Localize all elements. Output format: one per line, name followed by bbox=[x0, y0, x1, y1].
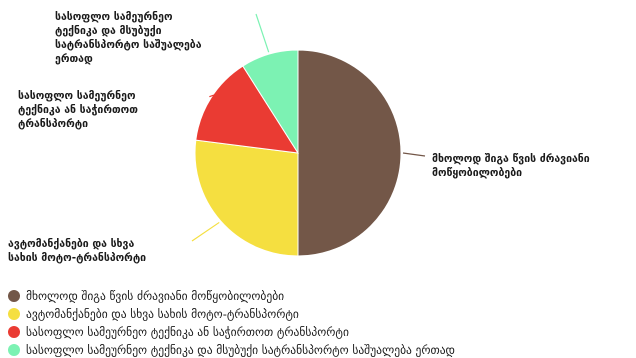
legend-label: მხოლოდ შიგა წვის ძრავიანი მოწყობილობები bbox=[26, 288, 285, 303]
legend-item: სასოფლო სამეურნეო ტექნიკა და მსუბუქი სატ… bbox=[8, 341, 455, 358]
pie-slice bbox=[195, 65, 299, 154]
legend-label: სასოფლო სამეურნეო ტექნიკა ან საჭირთოთ ტრ… bbox=[26, 324, 349, 339]
callout-leader-line bbox=[402, 152, 426, 157]
legend-swatch bbox=[8, 289, 20, 302]
legend-label: სასოფლო სამეურნეო ტექნიკა და მსუბუქი სატ… bbox=[26, 342, 455, 357]
callout-leader-line bbox=[255, 13, 270, 53]
callout-leader-line bbox=[209, 94, 215, 98]
legend-swatch bbox=[8, 325, 20, 338]
legend-label: ავტომანქანები და სხვა სახის მოტო-ტრანსპო… bbox=[26, 306, 299, 321]
pie-slice bbox=[242, 49, 299, 155]
callout-leader-line bbox=[191, 221, 220, 242]
legend-item: ავტომანქანები და სხვა სახის მოტო-ტრანსპო… bbox=[8, 305, 455, 322]
legend: მხოლოდ შიგა წვის ძრავიანი მოწყობილობები … bbox=[8, 287, 455, 358]
slice-callout-label: ავტომანქანები და სხვა სახის მოტო-ტრანსპორ… bbox=[8, 238, 146, 264]
legend-swatch bbox=[8, 307, 20, 320]
pie-slice bbox=[297, 49, 402, 257]
slice-callout-label: სასოფლო სამეურნეო ტექნიკა და მსუბუქი სატრა… bbox=[55, 11, 202, 65]
pie-slice bbox=[194, 139, 299, 257]
legend-item: სასოფლო სამეურნეო ტექნიკა ან საჭირთოთ ტრ… bbox=[8, 323, 455, 340]
slice-callout-label: მხოლოდ შიგა წვის ძრავიანი მოწყობილობები bbox=[432, 153, 590, 179]
slice-callout-label: სასოფლო სამეურნეო ტექნიკა ან საჭირთოთ ტრან… bbox=[18, 90, 138, 130]
legend-item: მხოლოდ შიგა წვის ძრავიანი მოწყობილობები bbox=[8, 287, 455, 304]
legend-swatch bbox=[8, 343, 20, 356]
